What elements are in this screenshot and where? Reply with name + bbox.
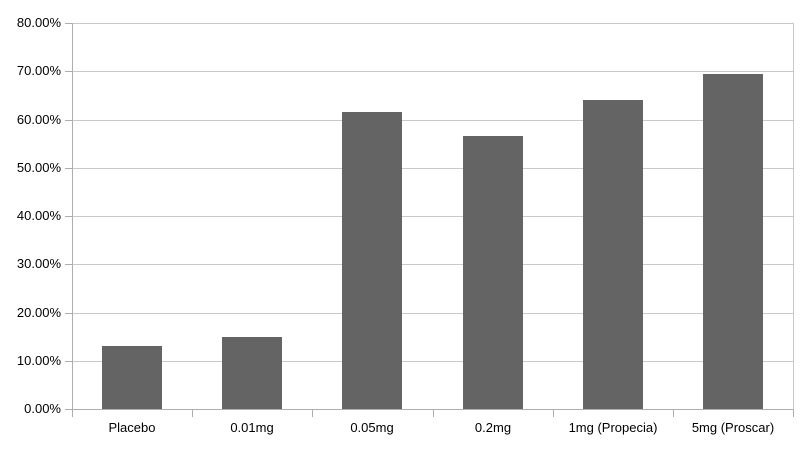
y-axis-label: 50.00% [16, 160, 61, 175]
x-axis-tick [553, 409, 554, 417]
gridline [72, 313, 793, 314]
y-axis-tick [65, 313, 72, 314]
y-axis-label: 20.00% [16, 305, 61, 320]
gridline [72, 71, 793, 72]
y-axis-tick [65, 23, 72, 24]
y-axis-tick [65, 409, 72, 410]
y-axis-label: 40.00% [16, 208, 61, 223]
bar [583, 100, 643, 409]
y-axis-tick [65, 168, 72, 169]
y-axis-label: 60.00% [16, 112, 61, 127]
x-axis-tick [312, 409, 313, 417]
x-axis-label: 5mg (Proscar) [691, 420, 775, 435]
y-axis-tick [65, 71, 72, 72]
bar [703, 74, 763, 409]
gridline [72, 120, 793, 121]
x-axis-tick [72, 409, 73, 417]
bar [342, 112, 402, 409]
x-axis-tick [192, 409, 193, 417]
y-axis-tick [65, 264, 72, 265]
gridline [72, 264, 793, 265]
x-axis-label: Placebo [108, 420, 156, 435]
y-axis-label: 0.00% [24, 401, 61, 416]
gridline [72, 168, 793, 169]
x-axis-label: 0.05mg [350, 420, 394, 435]
x-axis-tick [793, 409, 794, 417]
gridline [72, 23, 793, 24]
x-axis-tick [433, 409, 434, 417]
y-axis-tick [65, 361, 72, 362]
y-axis-label: 70.00% [16, 63, 61, 78]
x-axis-label: 0.2mg [474, 420, 512, 435]
y-axis-label: 10.00% [16, 353, 61, 368]
y-axis-line [72, 23, 73, 409]
bar [222, 337, 282, 409]
bar [102, 346, 162, 409]
gridline [72, 361, 793, 362]
x-axis-tick [673, 409, 674, 417]
y-axis-tick [65, 120, 72, 121]
y-axis-label: 80.00% [16, 15, 61, 30]
x-axis-label: 0.01mg [230, 420, 274, 435]
gridline [72, 216, 793, 217]
y-axis-tick [65, 216, 72, 217]
bar [463, 136, 523, 409]
y-axis-label: 30.00% [16, 256, 61, 271]
x-axis-label: 1mg (Propecia) [568, 420, 658, 435]
plot-right-border [793, 23, 794, 409]
